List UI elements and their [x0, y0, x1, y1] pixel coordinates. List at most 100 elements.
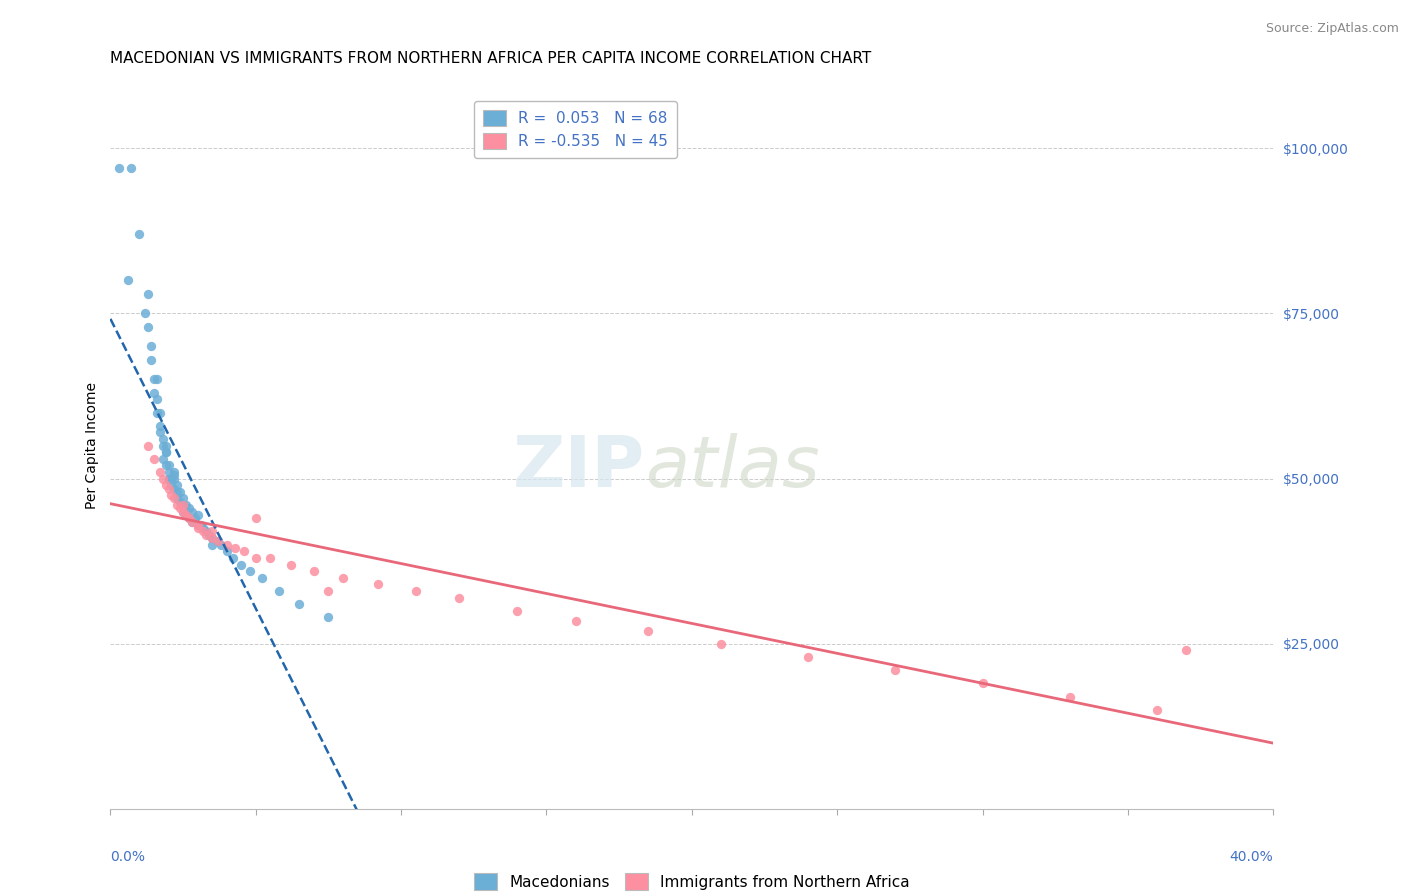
Point [177, 511, 200, 525]
Point [250, 571, 273, 585]
Point [710, 637, 733, 651]
Point [155, 478, 177, 492]
Point [136, 286, 159, 301]
Point [224, 541, 246, 555]
Point [193, 524, 215, 539]
Point [160, 488, 183, 502]
Point [972, 676, 994, 690]
Point [190, 517, 212, 532]
Point [155, 458, 177, 473]
Point [160, 472, 183, 486]
Point [449, 591, 471, 605]
Point [231, 558, 253, 572]
Point [160, 478, 183, 492]
Point [405, 583, 427, 598]
Point [180, 515, 202, 529]
Point [1175, 643, 1198, 657]
Point [207, 534, 229, 549]
Text: 0.0%: 0.0% [111, 850, 145, 863]
Y-axis label: Per Capita Income: Per Capita Income [86, 382, 100, 509]
Point [174, 508, 197, 522]
Point [318, 583, 340, 598]
Point [177, 501, 200, 516]
Point [280, 558, 302, 572]
Point [146, 372, 169, 386]
Point [128, 227, 150, 241]
Point [155, 445, 177, 459]
Point [239, 564, 262, 578]
Point [215, 544, 238, 558]
Point [201, 538, 224, 552]
Point [187, 517, 209, 532]
Point [187, 517, 209, 532]
Point [152, 451, 174, 466]
Point [155, 439, 177, 453]
Point [233, 544, 256, 558]
Point [259, 550, 281, 565]
Point [152, 472, 174, 486]
Point [318, 610, 340, 624]
Point [267, 583, 290, 598]
Point [174, 508, 197, 522]
Point [146, 405, 169, 419]
Point [163, 482, 186, 496]
Point [1059, 690, 1081, 704]
Point [288, 597, 311, 611]
Point [136, 439, 159, 453]
Point [157, 472, 180, 486]
Point [172, 505, 194, 519]
Point [155, 445, 177, 459]
Point [163, 491, 186, 506]
Text: ZIP: ZIP [513, 433, 645, 502]
Point [506, 604, 529, 618]
Point [143, 372, 166, 386]
Point [163, 472, 186, 486]
Point [169, 484, 191, 499]
Point [157, 465, 180, 479]
Text: MACEDONIAN VS IMMIGRANTS FROM NORTHERN AFRICA PER CAPITA INCOME CORRELATION CHAR: MACEDONIAN VS IMMIGRANTS FROM NORTHERN A… [111, 51, 872, 66]
Point [172, 498, 194, 512]
Point [884, 663, 907, 677]
Point [1146, 703, 1168, 717]
Point [215, 538, 238, 552]
Point [195, 528, 218, 542]
Point [209, 538, 232, 552]
Point [149, 465, 172, 479]
Point [187, 521, 209, 535]
Point [201, 531, 224, 545]
Point [180, 515, 202, 529]
Point [195, 524, 218, 539]
Point [143, 451, 166, 466]
Point [152, 432, 174, 446]
Point [166, 491, 188, 506]
Point [207, 534, 229, 549]
Point [163, 468, 186, 483]
Point [245, 550, 267, 565]
Legend: R =  0.053   N = 68, R = -0.535   N = 45: R = 0.053 N = 68, R = -0.535 N = 45 [474, 101, 678, 159]
Point [143, 385, 166, 400]
Point [193, 521, 215, 535]
Point [157, 458, 180, 473]
Point [302, 564, 325, 578]
Point [169, 501, 191, 516]
Point [177, 511, 200, 525]
Point [172, 498, 194, 512]
Point [139, 339, 162, 353]
Point [174, 498, 197, 512]
Text: atlas: atlas [645, 433, 820, 502]
Point [149, 425, 172, 440]
Point [157, 482, 180, 496]
Point [183, 511, 205, 525]
Point [180, 505, 202, 519]
Point [149, 418, 172, 433]
Point [245, 511, 267, 525]
Point [172, 491, 194, 506]
Point [564, 614, 586, 628]
Point [166, 478, 188, 492]
Point [201, 531, 224, 545]
Point [198, 528, 221, 542]
Text: 40.0%: 40.0% [1229, 850, 1274, 863]
Point [169, 494, 191, 508]
Point [152, 439, 174, 453]
Point [166, 484, 188, 499]
